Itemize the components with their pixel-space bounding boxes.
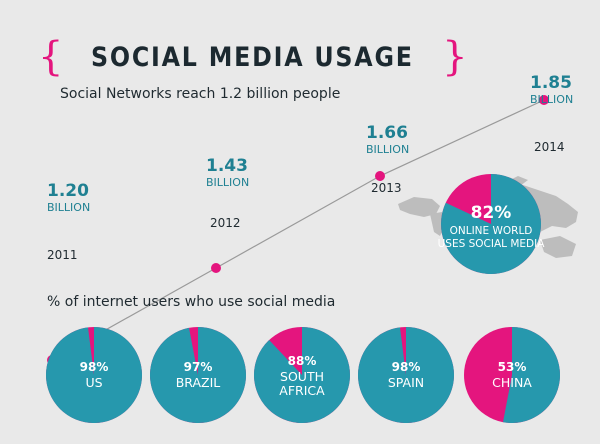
country-pie-name-china-0: CHINA (492, 375, 532, 390)
value-label-2011: 1.20 (47, 181, 89, 201)
country-pie-spain: 98%SPAIN (358, 327, 455, 424)
value-label-2014: 1.85 (530, 73, 572, 93)
country-pie-name-south-africa-0: SOUTH (280, 369, 324, 384)
country-pie-value-spain: 98% (392, 360, 421, 374)
page-subtitle: Social Networks reach 1.2 billion people (60, 86, 341, 102)
country-pie-south-africa-share (254, 327, 350, 423)
line-series (51, 99, 545, 361)
page-title: SOCIAL MEDIA USAGE (91, 41, 415, 73)
value-label-2013: 1.66 (366, 123, 408, 143)
country-pie-value-china: 53% (498, 360, 527, 374)
country-pie-brazil-share (150, 327, 247, 423)
unit-label-2011: BILLION (47, 201, 90, 214)
close-brace: } (442, 34, 468, 80)
year-label-2013: 2013 (371, 181, 402, 195)
line-point-2014 (539, 95, 549, 105)
unit-label-2012: BILLION (206, 176, 249, 189)
world-pie-line-0: ONLINE WORLD (450, 225, 533, 237)
country-pie-value-us: 98% (80, 360, 109, 374)
country-pie-brazil: 97%BRAZIL (150, 327, 247, 423)
world-map-shape-0 (398, 197, 440, 217)
year-label-2012: 2012 (210, 216, 241, 230)
line-point-2012 (211, 263, 221, 273)
value-label-2012: 1.43 (206, 156, 248, 176)
world-pie-value: 82% (471, 203, 512, 223)
open-brace: { (38, 34, 64, 80)
line-point-2013 (375, 171, 385, 181)
country-pie-china: 53%CHINA (464, 327, 560, 423)
pie-section-heading: % of internet users who use social media (47, 294, 336, 310)
country-pie-value-south-africa: 88% (288, 354, 317, 368)
title-block: { SOCIAL MEDIA USAGE } (38, 32, 468, 82)
world-pie-line-1: USES SOCIAL MEDIA (438, 238, 546, 250)
country-pie-name-us-0: US (85, 375, 102, 390)
country-pie-spain-share (358, 327, 455, 424)
country-pie-china-share (503, 327, 560, 423)
year-label-2014: 2014 (534, 140, 565, 154)
year-label-2011: 2011 (47, 248, 78, 262)
country-pie-name-brazil-0: BRAZIL (176, 375, 221, 390)
world-pie-share (441, 174, 541, 274)
unit-label-2014: BILLION (530, 93, 573, 106)
country-pie-us-share (46, 327, 143, 424)
country-pie-name-spain-0: SPAIN (388, 375, 424, 390)
country-pie-us: 98%US (46, 327, 143, 424)
country-pie-value-brazil: 97% (184, 360, 213, 374)
world-map-shape-4 (540, 236, 576, 258)
unit-label-2013: BILLION (366, 143, 409, 156)
country-pie-name-south-africa-1: AFRICA (279, 383, 325, 398)
